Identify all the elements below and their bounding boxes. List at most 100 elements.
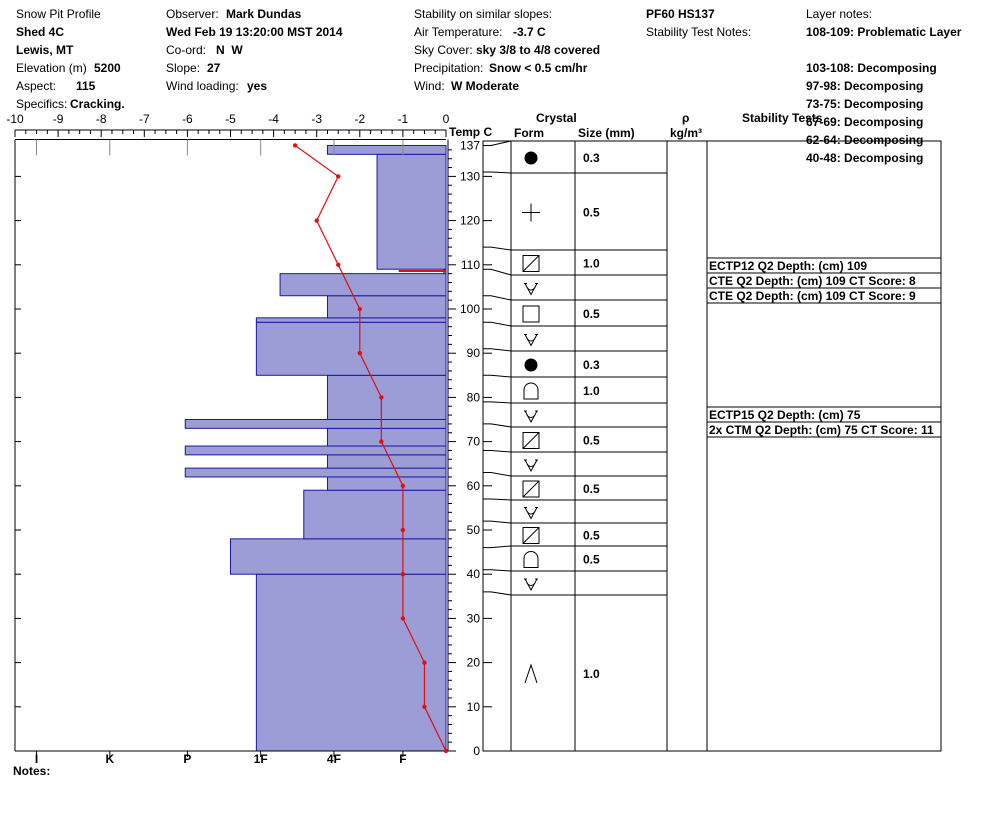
temperature-point bbox=[422, 704, 427, 709]
site-name: Shed 4C bbox=[16, 25, 65, 39]
stability-test-label: ECTP12 Q2 Depth: (cm) 109 bbox=[709, 259, 867, 273]
temperature-point bbox=[400, 572, 406, 577]
hardness-bar bbox=[255, 317, 447, 323]
icon-stroke bbox=[522, 432, 540, 449]
density-unit-header: kg/m³ bbox=[670, 126, 702, 140]
icon-stroke bbox=[524, 334, 538, 347]
decomposing-icon bbox=[524, 334, 538, 347]
crust-icon bbox=[524, 663, 538, 684]
decomposing-icon bbox=[524, 283, 538, 296]
size-column-header: Size (mm) bbox=[578, 126, 635, 140]
wind-loading-value: yes bbox=[247, 79, 268, 93]
faceted-rounded-icon bbox=[522, 432, 540, 449]
stability-column-header: Stability Tests bbox=[742, 111, 823, 125]
crystal-size-label: 0.5 bbox=[583, 206, 600, 220]
crystal-size-label: 0.3 bbox=[583, 358, 600, 372]
stability-similar-label: Stability on similar slopes: bbox=[414, 7, 553, 21]
crystal-depth-connector bbox=[483, 374, 512, 378]
temperature-point bbox=[357, 306, 362, 312]
crystal-depth-connector bbox=[483, 140, 512, 146]
icon-stroke bbox=[522, 527, 540, 544]
hardness-axis-label: I bbox=[35, 752, 38, 766]
crystal-depth-connector bbox=[483, 569, 512, 572]
hardness-axis-label: F bbox=[399, 752, 406, 766]
decomposing-icon bbox=[524, 507, 538, 520]
temperature-point bbox=[400, 483, 406, 488]
layer-note: 103-108: Decomposing bbox=[806, 61, 937, 75]
hardness-bar bbox=[184, 419, 447, 429]
depth-axis-tick-label: 40 bbox=[467, 567, 481, 581]
temp-axis-tick-label: -6 bbox=[182, 112, 193, 126]
sky-cover-label: Sky Cover: bbox=[414, 43, 473, 57]
specifics-label: Specifics: bbox=[16, 97, 68, 111]
decomposing-icon bbox=[524, 578, 538, 592]
wind-label: Wind: bbox=[414, 79, 445, 93]
wind-value: W Moderate bbox=[451, 79, 520, 93]
temperature-point bbox=[443, 748, 449, 754]
crystal-size-label: 0.5 bbox=[583, 553, 600, 567]
temp-axis-tick-label: -7 bbox=[139, 112, 150, 126]
icon-stroke bbox=[524, 410, 538, 424]
sky-cover-value: sky 3/8 to 4/8 covered bbox=[476, 43, 601, 57]
crystal-depth-connector bbox=[483, 246, 512, 251]
hardness-axis-label: K bbox=[105, 752, 114, 766]
icon-stroke bbox=[526, 582, 536, 586]
icon-stroke bbox=[524, 283, 538, 296]
observer-label: Observer: bbox=[166, 7, 219, 21]
crystal-size-label: 0.5 bbox=[583, 307, 600, 321]
depth-axis-tick-label: 80 bbox=[467, 390, 481, 404]
icon-stroke bbox=[524, 507, 538, 520]
crystal-depth-connector bbox=[483, 295, 512, 301]
layer-notes-label: Layer notes: bbox=[806, 7, 873, 21]
coord-label: Co-ord: bbox=[166, 43, 207, 57]
icon-stroke bbox=[522, 432, 540, 449]
depth-axis-tick-label: 110 bbox=[461, 258, 480, 272]
icon-stroke bbox=[526, 287, 536, 291]
elevation-label: Elevation (m) bbox=[16, 61, 87, 75]
depth-hoar-icon bbox=[523, 382, 539, 400]
observer-value: Mark Dundas bbox=[226, 7, 302, 21]
temp-axis-tick-label: -3 bbox=[311, 112, 322, 126]
crystal-depth-connector bbox=[483, 348, 512, 352]
faceted-icon bbox=[522, 305, 540, 323]
icon-stroke bbox=[526, 414, 536, 418]
aspect-value: 115 bbox=[76, 79, 96, 93]
crystal-depth-connector bbox=[483, 498, 512, 501]
hardness-bar bbox=[326, 427, 447, 447]
form-column-header: Form bbox=[514, 126, 544, 140]
crystal-table: 0.3 0.5 1.0 0.5 0.3 1.0 0.5 0.5 0.5 0.5 1.0 ECTP12 … bbox=[482, 140, 942, 752]
hardness-bar bbox=[326, 144, 447, 155]
temperature-point bbox=[379, 439, 384, 444]
crystal-table-frame bbox=[482, 140, 942, 752]
crystal-size-label: 1.0 bbox=[583, 384, 600, 398]
temperature-point bbox=[422, 660, 427, 665]
layer-note: 108-109: Problematic Layer bbox=[806, 25, 962, 39]
hardness-bar bbox=[326, 476, 447, 491]
temp-axis-tick-label: -1 bbox=[398, 112, 409, 126]
pf-hs: PF60 HS137 bbox=[646, 7, 715, 21]
depth-axis-tick-label: 0 bbox=[473, 744, 480, 758]
faceted-rounded-icon bbox=[522, 527, 540, 544]
temperature-point bbox=[292, 143, 298, 148]
rounded-grain-icon bbox=[524, 358, 538, 372]
crystal-depth-connector bbox=[483, 401, 512, 404]
crystal-depth-connector bbox=[483, 472, 512, 477]
air-temp-value: -3.7 C bbox=[513, 25, 546, 39]
crystal-size-label: 0.5 bbox=[583, 482, 600, 496]
faceted-rounded-icon bbox=[522, 255, 540, 272]
chart-axes: -10 -9 -8 -7 -6 -5 -4 -3 -2 -1 0010203040506070809… bbox=[6, 112, 492, 766]
crystal-size-label: 0.3 bbox=[583, 151, 600, 165]
notes-label: Notes: bbox=[13, 764, 51, 778]
depth-axis-tick-label: 60 bbox=[467, 479, 481, 493]
icon-stroke bbox=[522, 480, 540, 498]
rounded-grain-icon bbox=[524, 151, 538, 165]
temp-column-header: Temp C bbox=[449, 125, 492, 139]
hardness-bar bbox=[255, 573, 447, 752]
hardness-bar bbox=[303, 489, 447, 540]
aspect-label: Aspect: bbox=[16, 79, 57, 93]
icon-stroke bbox=[522, 527, 540, 544]
crystal-size-label: 1.0 bbox=[583, 257, 600, 271]
depth-axis-tick-label: 30 bbox=[467, 611, 481, 625]
hardness-bar bbox=[279, 273, 447, 297]
